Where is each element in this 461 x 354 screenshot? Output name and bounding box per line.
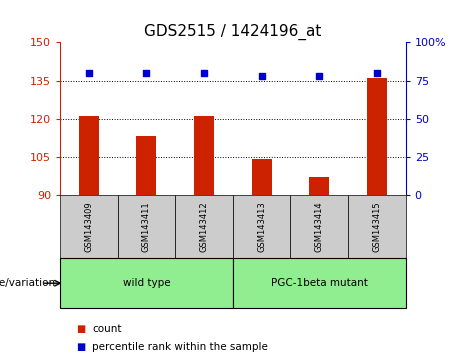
Text: count: count — [92, 324, 122, 334]
Point — [200, 70, 207, 76]
Title: GDS2515 / 1424196_at: GDS2515 / 1424196_at — [144, 23, 321, 40]
Text: GSM143414: GSM143414 — [315, 201, 324, 252]
Bar — [118, 195, 175, 258]
Point — [373, 70, 381, 76]
Bar — [175, 195, 233, 258]
Point — [315, 73, 323, 79]
Text: GSM143413: GSM143413 — [257, 201, 266, 252]
Bar — [252, 159, 272, 195]
Point — [85, 70, 92, 76]
Bar — [348, 195, 406, 258]
Text: percentile rank within the sample: percentile rank within the sample — [92, 342, 268, 352]
Bar — [367, 78, 387, 195]
Point — [258, 73, 266, 79]
Text: GSM143412: GSM143412 — [200, 201, 208, 252]
Text: ■: ■ — [76, 342, 85, 352]
Text: GSM143411: GSM143411 — [142, 201, 151, 252]
Bar — [60, 195, 118, 258]
Text: GSM143409: GSM143409 — [84, 201, 93, 252]
Point — [142, 70, 150, 76]
Bar — [233, 258, 406, 308]
Text: PGC-1beta mutant: PGC-1beta mutant — [271, 278, 368, 288]
Text: wild type: wild type — [123, 278, 170, 288]
Bar — [194, 116, 214, 195]
Text: GSM143415: GSM143415 — [372, 201, 381, 252]
Bar — [309, 177, 329, 195]
Text: ■: ■ — [76, 324, 85, 334]
Bar — [79, 116, 99, 195]
Bar — [60, 258, 233, 308]
Bar — [290, 195, 348, 258]
Text: genotype/variation: genotype/variation — [0, 278, 55, 288]
Bar — [233, 195, 290, 258]
Bar — [136, 136, 156, 195]
